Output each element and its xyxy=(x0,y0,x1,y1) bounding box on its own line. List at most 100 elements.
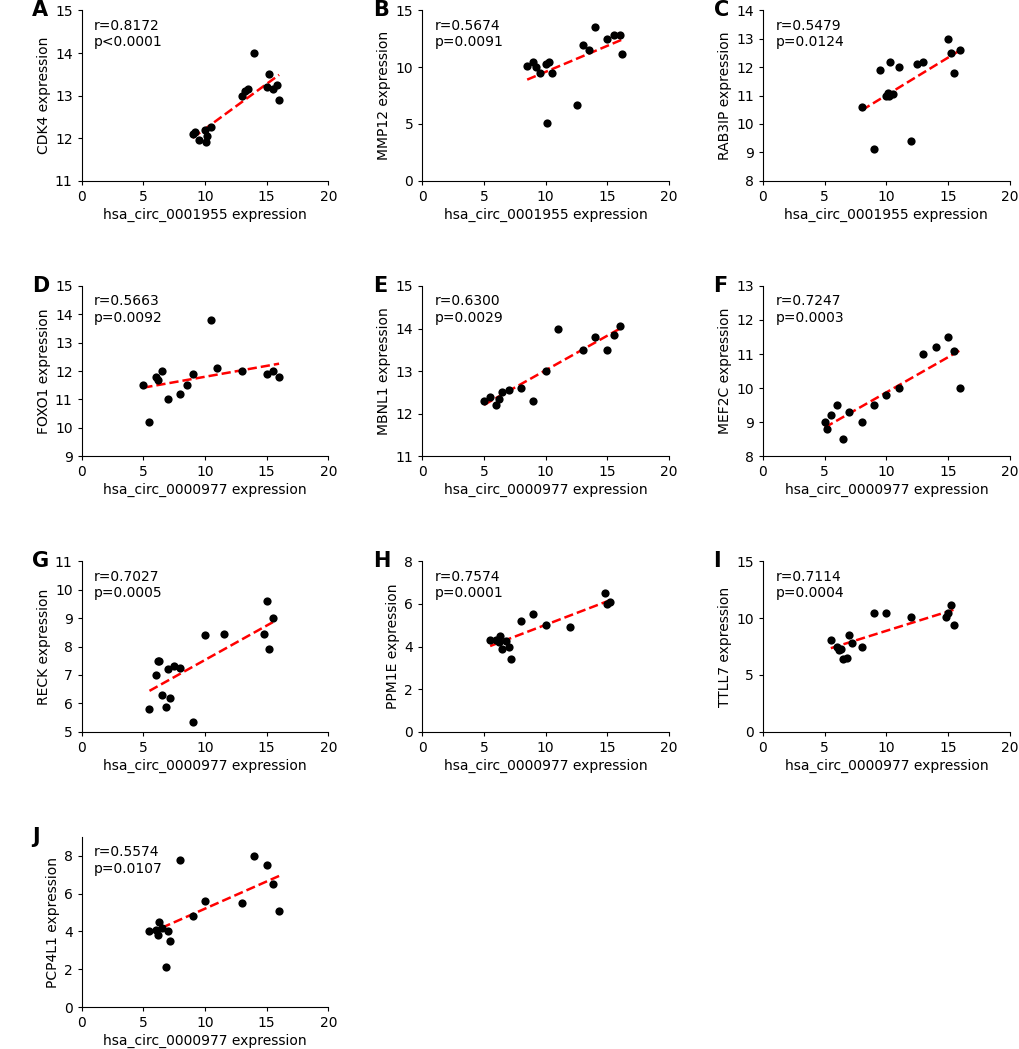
X-axis label: hsa_circ_0001955 expression: hsa_circ_0001955 expression xyxy=(784,208,987,222)
Point xyxy=(613,45,630,62)
Point xyxy=(914,345,930,362)
Point xyxy=(259,365,275,382)
Point xyxy=(828,397,845,413)
Point xyxy=(818,421,835,437)
Point xyxy=(197,121,213,137)
Point xyxy=(203,312,219,328)
Point xyxy=(838,649,854,666)
Y-axis label: RAB3IP expression: RAB3IP expression xyxy=(717,31,732,159)
Point xyxy=(531,64,547,81)
Point xyxy=(586,328,602,345)
Point xyxy=(233,895,250,912)
X-axis label: hsa_circ_0000977 expression: hsa_circ_0000977 expression xyxy=(103,1034,307,1048)
Point xyxy=(482,388,498,405)
Point xyxy=(239,81,256,98)
Point xyxy=(830,642,847,659)
Point xyxy=(490,634,506,650)
Text: C: C xyxy=(713,0,729,20)
Point xyxy=(259,79,275,95)
Point xyxy=(160,923,176,940)
Point xyxy=(148,368,164,385)
Point xyxy=(236,83,253,100)
Point xyxy=(865,604,881,621)
Point xyxy=(543,64,559,81)
Point xyxy=(890,59,906,76)
Point xyxy=(938,30,955,47)
Point xyxy=(162,689,178,706)
Point xyxy=(843,635,859,651)
Point xyxy=(150,927,166,944)
Point xyxy=(157,699,173,715)
Point xyxy=(233,87,250,104)
Text: A: A xyxy=(33,0,48,20)
Point xyxy=(154,363,170,380)
Point xyxy=(157,959,173,976)
Text: r=0.7114
p=0.0004: r=0.7114 p=0.0004 xyxy=(774,570,843,600)
Y-axis label: MEF2C expression: MEF2C expression xyxy=(717,307,732,434)
Point xyxy=(853,413,869,430)
Y-axis label: PCP4L1 expression: PCP4L1 expression xyxy=(46,857,59,987)
Point xyxy=(150,652,166,669)
Point xyxy=(265,609,281,626)
Point xyxy=(172,851,189,868)
Point xyxy=(233,363,250,380)
X-axis label: hsa_circ_0000977 expression: hsa_circ_0000977 expression xyxy=(784,484,987,497)
Point xyxy=(265,876,281,893)
Point xyxy=(938,328,955,345)
Point xyxy=(537,363,553,380)
Point xyxy=(865,397,881,413)
Point xyxy=(160,661,176,678)
Point xyxy=(822,407,839,424)
Point xyxy=(198,134,214,151)
Point xyxy=(259,857,275,874)
Point xyxy=(246,45,262,62)
Point xyxy=(599,596,615,613)
Point xyxy=(151,914,167,930)
Point xyxy=(490,390,506,407)
Y-axis label: MMP12 expression: MMP12 expression xyxy=(377,31,391,160)
Point xyxy=(541,53,557,70)
Point xyxy=(926,339,943,356)
Point xyxy=(475,392,491,409)
Point xyxy=(902,132,918,149)
Point xyxy=(877,604,894,621)
Point xyxy=(879,87,896,104)
Point xyxy=(574,341,590,358)
X-axis label: hsa_circ_0001955 expression: hsa_circ_0001955 expression xyxy=(103,208,307,222)
Point xyxy=(142,923,158,940)
Point xyxy=(605,27,622,44)
Point xyxy=(160,391,176,408)
Point xyxy=(166,658,182,675)
Point xyxy=(527,59,543,76)
Point xyxy=(178,377,195,393)
Point xyxy=(942,45,958,62)
Point xyxy=(261,66,277,83)
Point xyxy=(586,19,602,36)
Point xyxy=(946,617,962,634)
Point xyxy=(491,627,507,644)
Point xyxy=(261,641,277,658)
Point xyxy=(902,608,918,625)
Point xyxy=(268,77,284,93)
Point xyxy=(209,360,225,377)
X-axis label: hsa_circ_0000977 expression: hsa_circ_0000977 expression xyxy=(443,758,647,773)
Point xyxy=(136,377,152,393)
Point xyxy=(881,53,898,70)
Text: r=0.6300
p=0.0029: r=0.6300 p=0.0029 xyxy=(434,295,502,325)
Point xyxy=(537,617,553,634)
Point xyxy=(853,99,869,115)
Point xyxy=(265,363,281,380)
X-axis label: hsa_circ_0000977 expression: hsa_circ_0000977 expression xyxy=(443,484,647,497)
Point xyxy=(878,84,895,101)
Point xyxy=(596,585,612,602)
Point xyxy=(525,53,541,70)
Text: r=0.5663
p=0.0092: r=0.5663 p=0.0092 xyxy=(94,295,163,325)
Point xyxy=(841,404,857,421)
X-axis label: hsa_circ_0000977 expression: hsa_circ_0000977 expression xyxy=(103,484,307,497)
Point xyxy=(184,713,201,730)
Point xyxy=(150,371,166,388)
Point xyxy=(259,593,275,609)
Text: r=0.5574
p=0.0107: r=0.5574 p=0.0107 xyxy=(94,845,163,876)
Text: H: H xyxy=(373,552,390,572)
Text: r=0.7574
p=0.0001: r=0.7574 p=0.0001 xyxy=(434,570,502,600)
